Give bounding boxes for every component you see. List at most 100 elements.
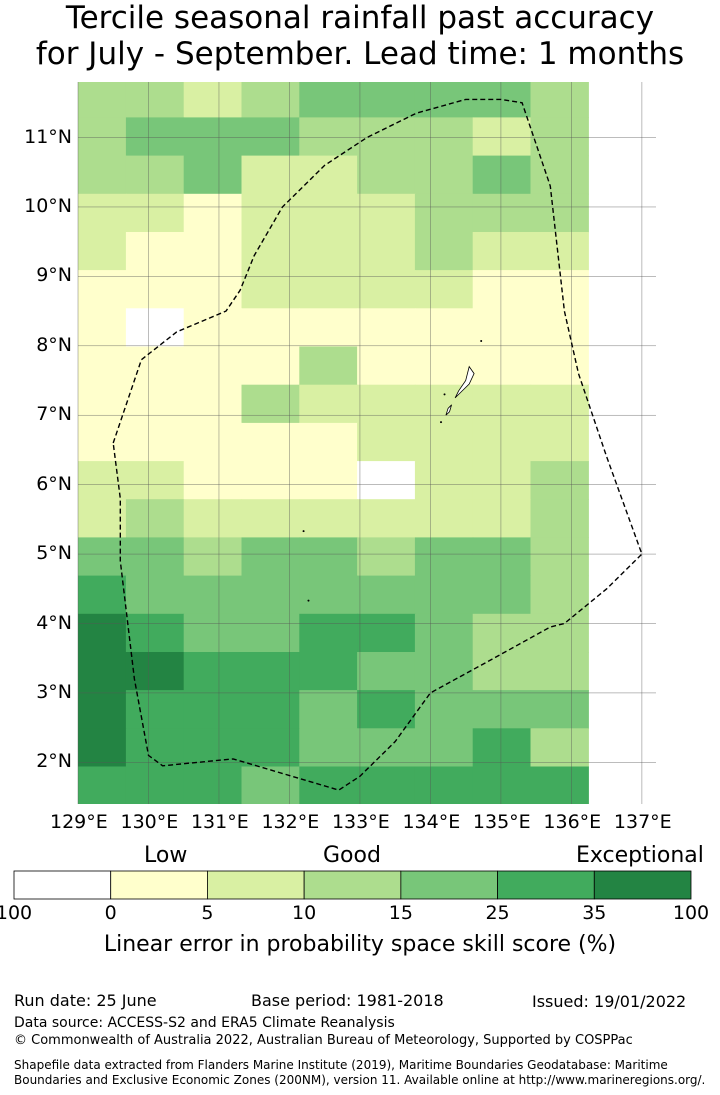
grid-cell (530, 346, 589, 386)
grid-cell (530, 193, 589, 233)
grid-cell (472, 652, 532, 691)
longitude-label: 131°E (190, 811, 249, 833)
grid-cell (241, 537, 300, 577)
eez-boundary (112, 98, 643, 791)
colorbar-tick-label: 35 (582, 902, 607, 924)
category-good: Good (323, 843, 381, 868)
grid-cell (414, 728, 474, 768)
grid-cell (414, 346, 474, 386)
issued-date: Issued: 19/01/2022 (532, 992, 687, 1011)
grid-cell (183, 117, 243, 157)
longitude-label: 134°E (402, 811, 461, 833)
grid-cell (357, 766, 416, 804)
graticule (77, 82, 656, 804)
grid-cell (299, 308, 358, 348)
grid-cell (183, 270, 243, 309)
grid-cell (299, 232, 358, 271)
grid-cell (78, 652, 127, 691)
grid-cell (472, 461, 532, 500)
grid-cell (472, 232, 532, 271)
grid-cell (241, 766, 300, 804)
grid-cell (357, 270, 416, 309)
base-period: Base period: 1981-2018 (251, 991, 444, 1010)
grid-cell (78, 346, 127, 386)
colorbar (13, 870, 692, 900)
grid-cell (241, 308, 300, 348)
grid-cell (472, 537, 532, 577)
grid-cell (414, 232, 474, 271)
run-date: Run date: 25 June (14, 991, 157, 1010)
grid-cell (472, 613, 532, 653)
grid-cell (414, 308, 474, 348)
island-dot (440, 421, 443, 424)
grid-cell (299, 384, 358, 424)
grid-cell (530, 575, 589, 615)
grid-cell (78, 82, 127, 118)
category-exceptional: Exceptional (576, 843, 704, 868)
grid-cell (299, 537, 358, 577)
grid-cell (183, 422, 243, 462)
grid-cell (357, 346, 416, 386)
grid-cell (414, 117, 474, 157)
grid-cell (414, 270, 474, 309)
colorbar-tick-label: 10 (292, 902, 317, 924)
grid-cell (472, 422, 532, 462)
colorbar-segment (207, 870, 305, 900)
grid-cell (299, 499, 358, 538)
latitude-label: 4°N (36, 611, 72, 634)
latitude-label: 5°N (36, 542, 72, 565)
grid-cell (125, 499, 185, 538)
grid-cell (357, 422, 416, 462)
grid-cell (414, 384, 474, 424)
grid-cell (299, 575, 358, 615)
colorbar-label: Linear error in probability space skill … (103, 932, 617, 957)
grid-cell (125, 461, 185, 500)
grid-cell (78, 422, 127, 462)
grid-cell (125, 270, 185, 309)
grid-cell (183, 82, 243, 118)
islands (302, 339, 483, 602)
grid-cell (357, 499, 416, 538)
grid-cell (530, 690, 589, 729)
longitude-label: 135°E (472, 811, 531, 833)
island-outline (454, 365, 475, 399)
grid-cell (78, 613, 127, 653)
grid-cell (472, 575, 532, 615)
shapefile-credit-line-2: Boundaries and Exclusive Economic Zones … (14, 1073, 706, 1087)
grid-cell (78, 193, 127, 233)
grid-cell (78, 308, 127, 348)
grid-cell (183, 537, 243, 577)
grid-cell (357, 461, 416, 500)
copyright: © Commonwealth of Australia 2022, Austra… (14, 1033, 633, 1048)
grid-cell (125, 422, 185, 462)
grid-cell (125, 232, 185, 271)
grid-cell (530, 117, 589, 157)
grid-cell (357, 652, 416, 691)
colorbar-tick-label: 15 (388, 902, 413, 924)
grid-cell (241, 461, 300, 500)
grid-cell (183, 461, 243, 500)
grid-cell (183, 155, 243, 195)
grid-cell (299, 422, 358, 462)
grid-cell (125, 575, 185, 615)
map-title-line-1: Tercile seasonal rainfall past accuracy (65, 0, 655, 36)
grid-cell (472, 384, 532, 424)
latitude-label: 9°N (36, 264, 72, 287)
grid-cell (530, 308, 589, 348)
grid-cell (299, 155, 358, 195)
map-title-line-2: for July - September. Lead time: 1 month… (35, 36, 685, 72)
grid-cell (357, 193, 416, 233)
grid-cell (241, 728, 300, 768)
grid-cell (125, 652, 185, 691)
category-low: Low (144, 843, 188, 868)
grid-cell (414, 499, 474, 538)
grid-cell (183, 652, 243, 691)
latitude-label: 8°N (36, 333, 72, 356)
island-outline (445, 404, 452, 416)
grid-cell (299, 117, 358, 157)
grid-cell (357, 155, 416, 195)
grid-cell (125, 155, 185, 195)
grid-cell (472, 193, 532, 233)
grid-cell (125, 537, 185, 577)
longitude-label: 137°E (613, 811, 672, 833)
